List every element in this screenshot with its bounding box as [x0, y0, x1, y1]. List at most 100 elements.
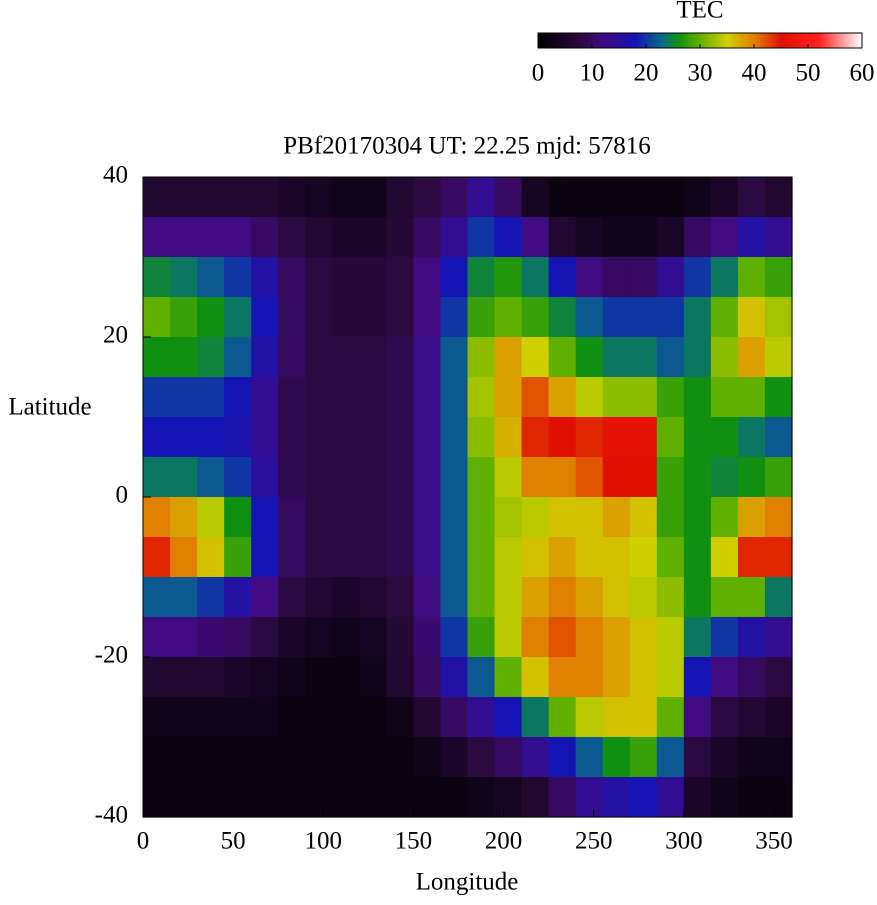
heat-cell	[521, 657, 550, 698]
heat-cell	[305, 617, 333, 658]
heat-cell	[764, 537, 793, 578]
y-tick-label: 0	[116, 482, 129, 509]
heat-cell	[440, 617, 469, 658]
heat-cell	[548, 217, 577, 258]
heat-cell	[764, 617, 793, 658]
chart-title: PBf20170304 UT: 22.25 mjd: 57816	[283, 133, 651, 160]
heat-cell	[224, 617, 252, 658]
heat-cell	[359, 617, 387, 658]
heat-cell	[386, 457, 415, 498]
heat-cell	[683, 737, 712, 778]
heat-cell	[413, 497, 442, 538]
heat-cell	[467, 337, 496, 378]
heat-cell	[197, 217, 225, 258]
heat-cell	[413, 737, 442, 778]
heat-cell	[575, 217, 604, 258]
x-tick-label: 350	[755, 828, 793, 855]
heat-cell	[656, 417, 685, 458]
heat-cell	[332, 457, 360, 498]
heat-cell	[683, 177, 712, 218]
heat-cell	[305, 457, 333, 498]
heat-cell	[440, 217, 469, 258]
heat-cell	[413, 417, 442, 458]
heat-cell	[737, 297, 766, 338]
heat-cell	[467, 657, 496, 698]
heat-cell	[278, 777, 306, 818]
heat-cell	[143, 457, 171, 498]
heat-cell	[251, 697, 279, 738]
heat-cell	[332, 417, 360, 458]
heat-cell	[467, 577, 496, 618]
heat-cell	[467, 417, 496, 458]
heat-cell	[548, 377, 577, 418]
heat-cell	[386, 417, 415, 458]
heat-cell	[386, 697, 415, 738]
heat-cell	[575, 657, 604, 698]
heat-cell	[548, 737, 577, 778]
heat-cell	[548, 417, 577, 458]
heat-cell	[575, 457, 604, 498]
heat-cell	[575, 177, 604, 218]
heat-cell	[305, 177, 333, 218]
heat-cell	[548, 537, 577, 578]
heat-cell	[656, 457, 685, 498]
heat-cell	[548, 177, 577, 218]
heat-cell	[305, 217, 333, 258]
heat-cell	[602, 377, 631, 418]
heat-cell	[683, 297, 712, 338]
heat-cell	[764, 497, 793, 538]
heat-cell	[656, 617, 685, 658]
heat-cell	[494, 697, 523, 738]
heat-cell	[359, 177, 387, 218]
heat-cell	[764, 297, 793, 338]
heat-cell	[548, 617, 577, 658]
heat-cell	[305, 697, 333, 738]
heat-cell	[656, 377, 685, 418]
heat-cell	[143, 217, 171, 258]
heat-cell	[467, 737, 496, 778]
heat-cell	[629, 617, 658, 658]
heat-cell	[656, 257, 685, 298]
heat-cell	[386, 737, 415, 778]
heat-cell	[332, 537, 360, 578]
heat-cell	[197, 337, 225, 378]
heat-cell	[575, 697, 604, 738]
colorbar-tick-label: 30	[688, 60, 713, 87]
heat-cell	[521, 497, 550, 538]
heat-cell	[251, 457, 279, 498]
heat-cell	[737, 497, 766, 538]
x-tick-label: 200	[485, 828, 523, 855]
heat-cell	[413, 777, 442, 818]
heat-cell	[305, 417, 333, 458]
heat-cell	[413, 697, 442, 738]
heat-cell	[197, 457, 225, 498]
heat-cell	[413, 177, 442, 218]
y-tick-label: -20	[95, 642, 128, 669]
heat-cell	[602, 737, 631, 778]
heat-cell	[602, 617, 631, 658]
heat-cell	[224, 457, 252, 498]
heat-cell	[170, 457, 198, 498]
heat-cell	[224, 537, 252, 578]
heat-cell	[170, 417, 198, 458]
heat-cell	[656, 297, 685, 338]
heat-cell	[710, 257, 739, 298]
heat-cell	[413, 577, 442, 618]
heat-cell	[413, 297, 442, 338]
heat-cell	[656, 177, 685, 218]
heat-cell	[305, 777, 333, 818]
heat-cell	[467, 777, 496, 818]
heat-cell	[467, 377, 496, 418]
heat-cell	[278, 577, 306, 618]
heat-cell	[521, 697, 550, 738]
heat-cell	[170, 337, 198, 378]
heat-cell	[494, 617, 523, 658]
heat-cell	[494, 497, 523, 538]
heat-cell	[764, 417, 793, 458]
x-tick-label: 50	[221, 828, 246, 855]
heat-cell	[575, 737, 604, 778]
heat-cell	[413, 457, 442, 498]
heat-cell	[251, 777, 279, 818]
heat-cell	[440, 537, 469, 578]
heat-cell	[629, 697, 658, 738]
